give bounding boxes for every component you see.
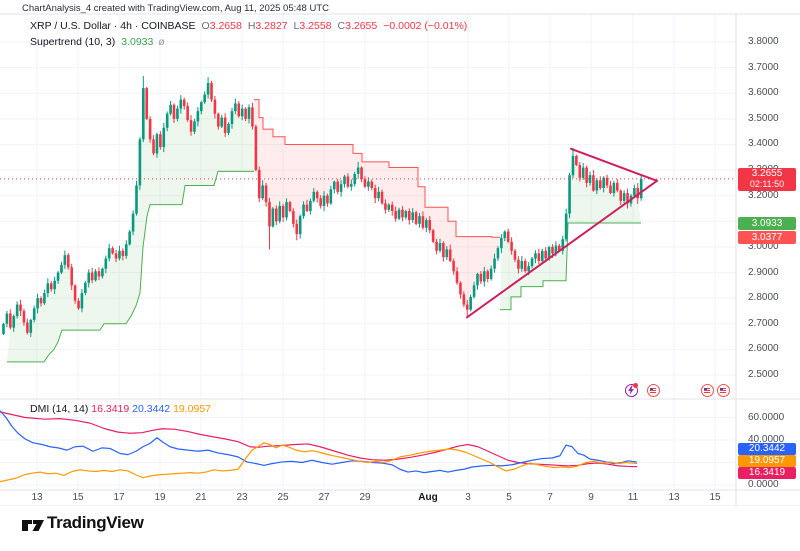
supertrend-line-down xyxy=(254,99,500,238)
time-tick-label: 13 xyxy=(668,492,680,503)
price-tick-label: 3.2000 xyxy=(748,189,779,201)
us-economic-event-icon[interactable] xyxy=(700,383,714,397)
dmi-tick-label: 0.0000 xyxy=(748,479,779,490)
time-tick-label: 21 xyxy=(195,492,207,503)
ohlc-key: L xyxy=(293,20,300,32)
ohlc-key: O xyxy=(201,20,210,32)
tradingview-logo-icon[interactable] xyxy=(20,512,46,543)
price-tick-label: 3.4000 xyxy=(748,138,779,150)
lightning-icon xyxy=(628,385,635,395)
symbol-legend-row[interactable]: XRP / U.S. Dollar · 4h · COINBASE O3.2658… xyxy=(30,20,467,32)
time-tick-label: 3 xyxy=(465,492,471,503)
supertrend-line-up xyxy=(500,222,641,311)
dmi-tick-label: 40.0000 xyxy=(748,434,785,445)
dmi-line--DI xyxy=(0,442,638,483)
time-tick-label: 15 xyxy=(72,492,84,503)
dmi-pane-lines xyxy=(0,410,638,483)
price-tick-label: 2.6000 xyxy=(748,343,779,355)
supertrend-axis-badge-green: 3.0933 xyxy=(738,216,796,230)
price-change: −0.0002 (−0.01%) xyxy=(383,20,468,32)
last-price-badge: 3.2655 02:11:50 xyxy=(738,167,796,191)
time-tick-label: 27 xyxy=(318,492,330,503)
dmi-legend-row[interactable]: DMI (14, 14) 16.3419 20.3442 19.0957 xyxy=(30,403,212,415)
time-tick-label: 15 xyxy=(709,492,721,503)
dmi-line-ADX xyxy=(0,411,638,468)
time-tick-label: 25 xyxy=(277,492,289,503)
candles-layer xyxy=(2,76,643,337)
ohlc-values: O3.2658 H3.2827 L3.2558 C3.2655 xyxy=(196,20,378,32)
supertrend-layer xyxy=(7,82,641,363)
supertrend-fill-up xyxy=(7,82,254,362)
bar-countdown: 02:11:50 xyxy=(749,179,785,190)
time-tick-label: 9 xyxy=(588,492,594,503)
dmi-axis-badge: 19.0957 xyxy=(738,454,796,467)
supertrend-fill-down xyxy=(254,99,500,310)
dmi-tick-label: 60.0000 xyxy=(748,411,785,423)
supertrend-axis-badge-red: 3.0377 xyxy=(738,230,796,244)
indicator-value: 3.0933 xyxy=(121,36,154,48)
us-flag-icon xyxy=(649,387,657,393)
tradingview-brand-text[interactable]: TradingView xyxy=(47,513,144,532)
us-flag-icon xyxy=(703,387,711,393)
ohlc-key: C xyxy=(337,20,346,32)
time-tick-label: Aug xyxy=(418,492,438,503)
indicator-menu-icon[interactable]: ø xyxy=(158,36,165,48)
triangle-drawing[interactable] xyxy=(466,147,658,319)
price-tick-label: 3.5000 xyxy=(748,112,779,124)
time-tick-label: 7 xyxy=(547,492,553,503)
ohlc-value: 3.2827 xyxy=(255,20,288,32)
price-tick-label: 3.8000 xyxy=(748,36,779,47)
us-flag-icon xyxy=(719,387,727,393)
price-tick-label: 2.7000 xyxy=(748,317,779,329)
supertrend-fill-up xyxy=(500,155,641,310)
footer-bar xyxy=(0,505,800,551)
event-alert-dot xyxy=(632,382,638,388)
trendline[interactable] xyxy=(570,147,658,182)
chart-attribution-title: ChartAnalysis_4 created with TradingView… xyxy=(22,3,329,14)
indicator-title: Supertrend (10, 3) xyxy=(30,36,116,48)
supertrend-line-up xyxy=(7,170,254,363)
dmi-axis-badge: 20.3442 xyxy=(738,442,796,455)
us-economic-event-icon[interactable] xyxy=(646,383,660,397)
time-tick-label: 29 xyxy=(359,492,371,503)
trendline[interactable] xyxy=(466,179,658,319)
time-tick-label: 19 xyxy=(154,492,166,503)
last-price-value: 3.2655 xyxy=(751,167,783,179)
price-tick-label: 2.5000 xyxy=(748,369,779,380)
crypto-event-icon[interactable] xyxy=(624,382,638,397)
dmi-line-+DI xyxy=(0,410,638,474)
time-tick-label: 11 xyxy=(627,492,639,503)
price-tick-label: 2.9000 xyxy=(748,266,779,278)
ohlc-key: H xyxy=(247,20,256,32)
ohlc-value: 3.2655 xyxy=(345,20,378,32)
price-tick-label: 3.0000 xyxy=(748,240,779,252)
symbol-title: XRP / U.S. Dollar · 4h · COINBASE xyxy=(30,20,196,32)
ohlc-value: 3.2558 xyxy=(299,20,332,32)
indicator-legend-row[interactable]: Supertrend (10, 3) 3.0933 ø xyxy=(30,36,165,48)
price-tick-label: 3.6000 xyxy=(748,87,779,99)
ohlc-value: 3.2658 xyxy=(209,20,242,32)
time-tick-label: 13 xyxy=(31,492,43,503)
time-tick-label: 23 xyxy=(236,492,248,503)
time-tick-label: 5 xyxy=(506,492,512,503)
us-economic-event-icon[interactable] xyxy=(716,383,730,397)
time-tick-label: 17 xyxy=(113,492,125,503)
price-tick-label: 2.8000 xyxy=(748,292,779,304)
dmi-axis-badge: 16.3419 xyxy=(738,466,796,479)
price-tick-label: 3.7000 xyxy=(748,61,779,73)
